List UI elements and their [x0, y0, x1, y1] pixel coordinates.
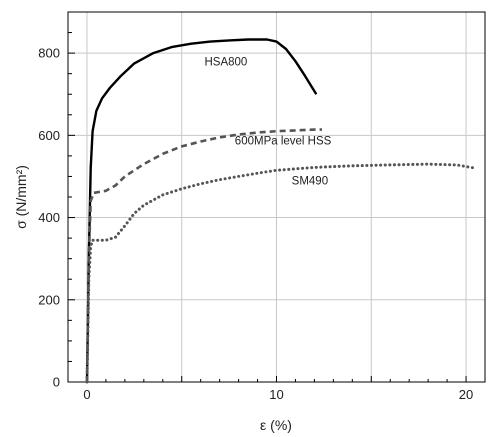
y-tick-label: 0: [53, 375, 60, 390]
series-annotation: 600MPa level HSS: [235, 135, 332, 147]
plot-frame: [67, 11, 486, 383]
series-layer: [85, 38, 477, 384]
y-tick-label: 600: [38, 128, 60, 143]
x-tick-label: 10: [269, 387, 283, 402]
series-line-sm490: [85, 162, 477, 384]
grid-lines: [68, 12, 485, 382]
x-axis-label: ε (%): [260, 417, 292, 433]
y-tick-labels: 0 200 400 600 800: [38, 46, 60, 390]
y-tick-label: 200: [38, 292, 60, 307]
x-tick-label: 0: [83, 387, 90, 402]
series-annotation: SM490: [292, 176, 328, 188]
y-tick-label: 800: [38, 46, 60, 61]
y-tick-label: 400: [38, 210, 60, 225]
x-tick-labels: 0 10 20: [83, 387, 473, 402]
series-annotation: HSA800: [204, 56, 247, 68]
annotation-layer: HSA800 600MPa level HSS SM490: [204, 56, 331, 187]
series-line-hsa800: [85, 38, 318, 383]
y-axis-label: σ (N/mm²): [13, 165, 29, 229]
series-line-600mpa-level-hss: [85, 128, 322, 383]
x-tick-label: 20: [459, 387, 473, 402]
